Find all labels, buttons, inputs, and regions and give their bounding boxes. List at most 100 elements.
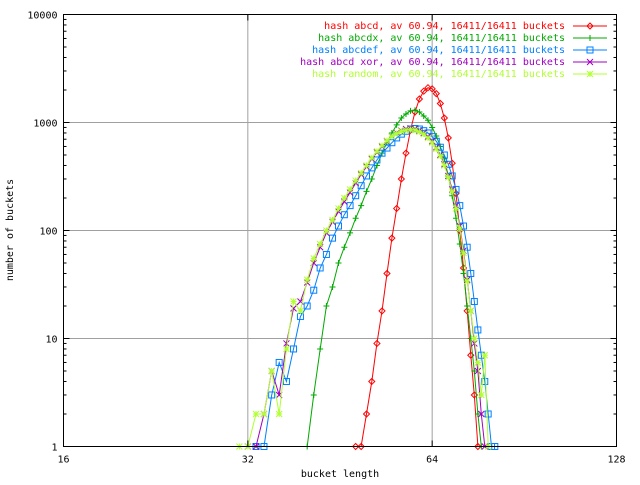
data-point <box>474 326 482 334</box>
data-point <box>467 269 475 277</box>
data-point <box>283 340 290 347</box>
y-tick-label: 100 <box>39 227 57 238</box>
data-point <box>432 145 440 153</box>
series-1 <box>351 83 482 451</box>
data-point <box>290 345 298 353</box>
data-point <box>383 137 391 144</box>
data-point <box>368 154 376 162</box>
data-point <box>474 410 481 417</box>
data-point <box>477 391 485 399</box>
data-point <box>424 117 431 124</box>
legend-label: hash random, av 60.94, 16411/16411 bucke… <box>312 69 565 80</box>
data-point <box>440 162 448 169</box>
legend-marker <box>586 58 594 66</box>
series-3 <box>252 124 499 450</box>
data-point <box>456 224 464 232</box>
data-point <box>340 211 348 219</box>
series-line <box>256 127 495 447</box>
data-point <box>432 89 440 98</box>
x-tick-label: 16 <box>57 455 69 466</box>
data-point <box>402 149 410 157</box>
data-point <box>411 126 419 134</box>
series-line <box>355 87 479 447</box>
legend-label: hash abcdx, av 60.94, 16411/16411 bucket… <box>318 33 565 44</box>
data-point <box>341 244 348 251</box>
data-point <box>388 133 396 140</box>
data-point <box>352 215 359 222</box>
data-point <box>260 410 268 418</box>
data-point <box>452 205 460 212</box>
data-point <box>362 410 371 418</box>
data-point <box>484 410 492 418</box>
data-point <box>474 367 482 375</box>
data-point <box>459 222 467 230</box>
data-point <box>335 205 342 212</box>
legend-label: hash abcdef, av 60.94, 16411/16411 bucke… <box>312 45 565 56</box>
data-point <box>334 222 342 230</box>
data-point <box>416 128 423 136</box>
data-point <box>412 107 419 114</box>
data-point <box>481 351 489 359</box>
legend-marker <box>586 70 594 78</box>
axis-ticks: 16 32 64 128 1 10 100 1000 10000 <box>27 11 625 466</box>
data-point <box>282 377 290 385</box>
x-tick-label: 32 <box>242 455 254 466</box>
data-point <box>275 410 283 418</box>
data-point <box>310 391 317 398</box>
data-point <box>329 234 337 242</box>
data-point <box>397 175 406 183</box>
data-point <box>428 85 436 93</box>
data-point <box>402 126 410 134</box>
data-point <box>378 307 386 315</box>
legend-marker <box>586 46 594 54</box>
y-tick-label: 1 <box>51 443 57 454</box>
data-point <box>474 359 482 366</box>
data-point <box>335 260 342 267</box>
data-point <box>436 99 445 108</box>
data-point <box>444 174 452 181</box>
legend: hash abcd, av 60.94, 16411/16411 buckets… <box>300 21 607 80</box>
data-point <box>424 134 432 142</box>
legend-label: hash abcd xor, av 60.94, 16411/16411 buc… <box>300 57 565 68</box>
x-tick-label: 64 <box>426 455 438 466</box>
y-tick-label: 10 <box>45 335 57 346</box>
data-point <box>268 391 276 399</box>
data-point <box>464 302 471 309</box>
series-line <box>306 109 482 447</box>
data-point <box>357 442 365 451</box>
data-point <box>463 277 471 285</box>
data-point <box>393 130 401 137</box>
data-point <box>297 307 304 315</box>
data-point <box>347 229 354 236</box>
data-point <box>329 283 336 290</box>
data-point <box>448 188 456 195</box>
data-point <box>477 410 485 418</box>
data-point <box>402 110 409 117</box>
data-point <box>373 148 381 155</box>
data-point <box>323 302 330 309</box>
legend-label: hash abcd, av 60.94, 16411/16411 buckets <box>324 21 565 32</box>
data-point <box>378 142 386 150</box>
data-point <box>440 114 449 122</box>
data-point <box>329 216 336 224</box>
y-axis-label: number of buckets <box>5 179 16 281</box>
data-point <box>368 377 376 386</box>
data-point <box>415 95 424 103</box>
data-point <box>303 302 311 310</box>
data-point <box>363 162 370 169</box>
data-point <box>420 112 427 119</box>
x-axis-label: bucket length <box>301 469 379 480</box>
x-tick-label: 128 <box>607 455 625 466</box>
data-point <box>290 305 297 312</box>
data-point <box>346 186 354 193</box>
data-point <box>358 202 365 209</box>
data-point <box>335 208 342 215</box>
data-point <box>444 134 452 142</box>
data-point <box>388 234 396 242</box>
data-point <box>323 227 330 234</box>
data-point <box>317 345 324 352</box>
data-point <box>456 202 464 210</box>
data-point <box>420 130 428 138</box>
data-point <box>346 202 354 210</box>
